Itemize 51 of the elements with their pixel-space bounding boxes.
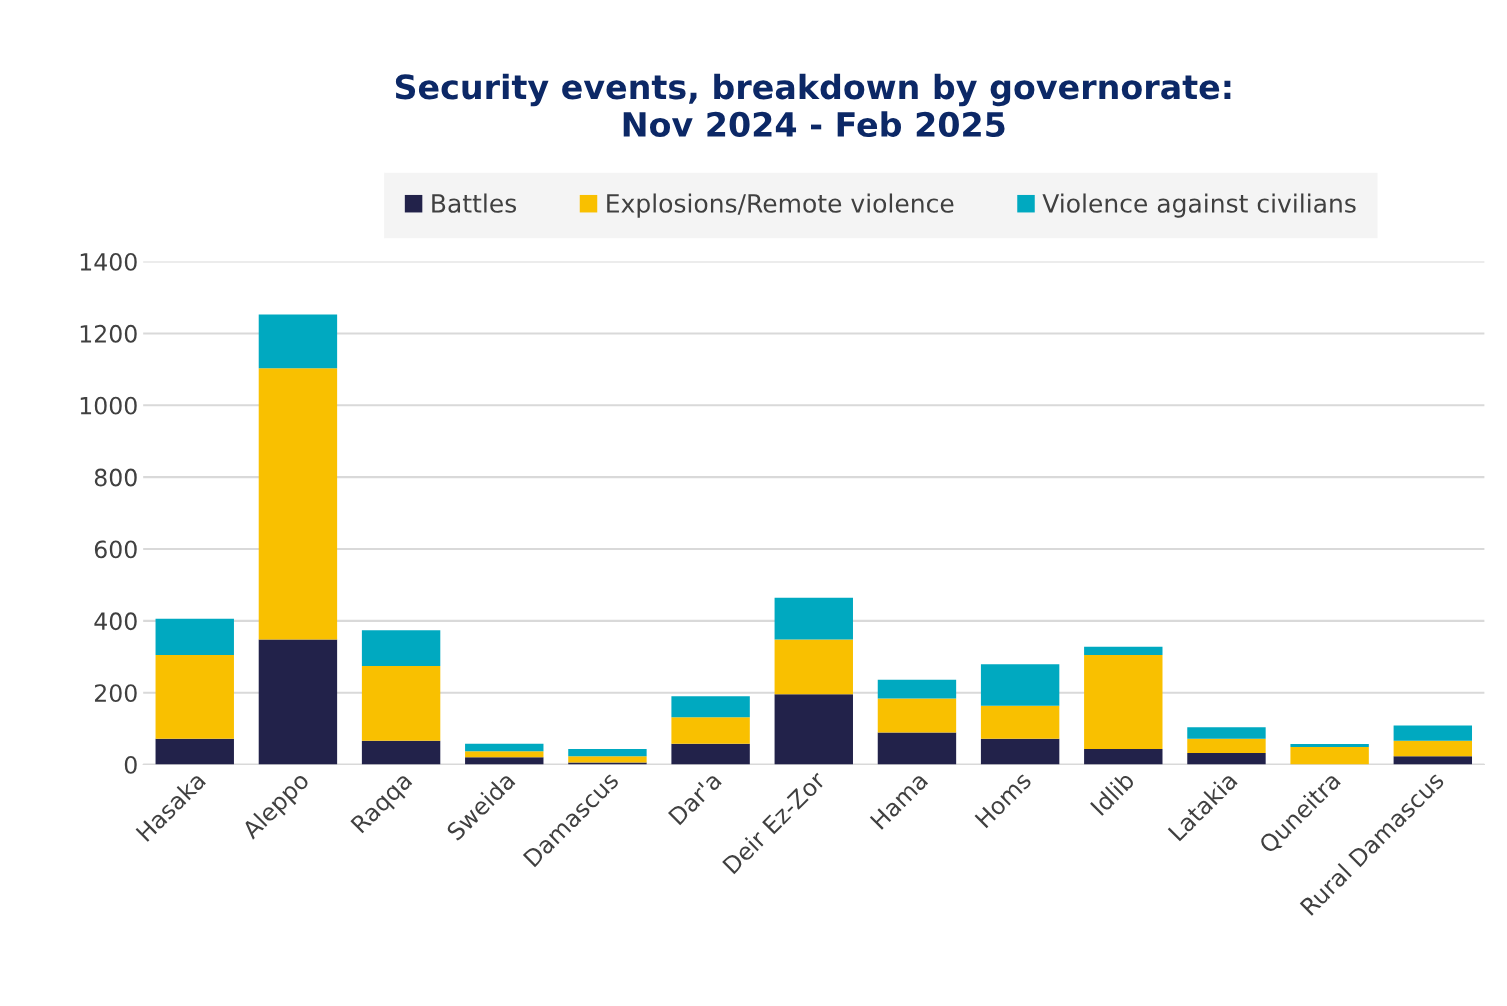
bar (465, 751, 544, 758)
y-tick-label: 400 (94, 612, 137, 631)
y-tick-label: 1200 (80, 324, 137, 343)
bar (361, 630, 441, 667)
bar (1393, 740, 1473, 757)
bar (1393, 725, 1473, 741)
bar (671, 743, 750, 765)
bar (671, 717, 750, 744)
bar (980, 705, 1060, 739)
chart-title: Security events, breakdown by governorate: Nov 2024 - Feb 2025 (395, 73, 1231, 138)
bar (1084, 654, 1163, 750)
bar (1084, 646, 1163, 655)
bar (1084, 749, 1163, 765)
bar (465, 743, 544, 752)
bar (258, 368, 338, 640)
bar (568, 762, 647, 765)
bar (361, 740, 441, 765)
y-tick-label: 800 (94, 468, 137, 487)
y-tick-label: 200 (94, 684, 137, 703)
legend-label: Battles (432, 193, 517, 213)
y-tick-label: 1400 (80, 253, 137, 271)
bar (155, 654, 234, 739)
bar (258, 639, 338, 765)
legend-label: Violence against civilians (1042, 193, 1356, 218)
bar (877, 698, 957, 733)
bar (258, 314, 338, 369)
bar (980, 664, 1060, 706)
bar (774, 694, 853, 765)
x-tick-label: Idlib (1089, 770, 1136, 817)
bar (877, 732, 957, 765)
bar (671, 696, 750, 718)
y-tick-label: 1000 (80, 396, 137, 415)
bar (155, 738, 234, 765)
y-tick-label: 600 (94, 540, 137, 559)
bar (1187, 727, 1266, 739)
bar (774, 597, 853, 640)
bar (465, 757, 544, 765)
bar (1290, 746, 1369, 765)
bar (568, 756, 647, 763)
bar (980, 738, 1060, 765)
bar (774, 639, 853, 695)
bar (1187, 738, 1266, 754)
bar (1393, 756, 1473, 765)
bar (155, 618, 234, 655)
legend-label: Explosions/Remote violence (607, 193, 954, 218)
bar (568, 749, 647, 757)
bar (1290, 744, 1369, 747)
bar (361, 666, 441, 741)
bar (877, 679, 957, 699)
bar (1187, 753, 1266, 765)
y-tick-label: 0 (124, 756, 137, 774)
